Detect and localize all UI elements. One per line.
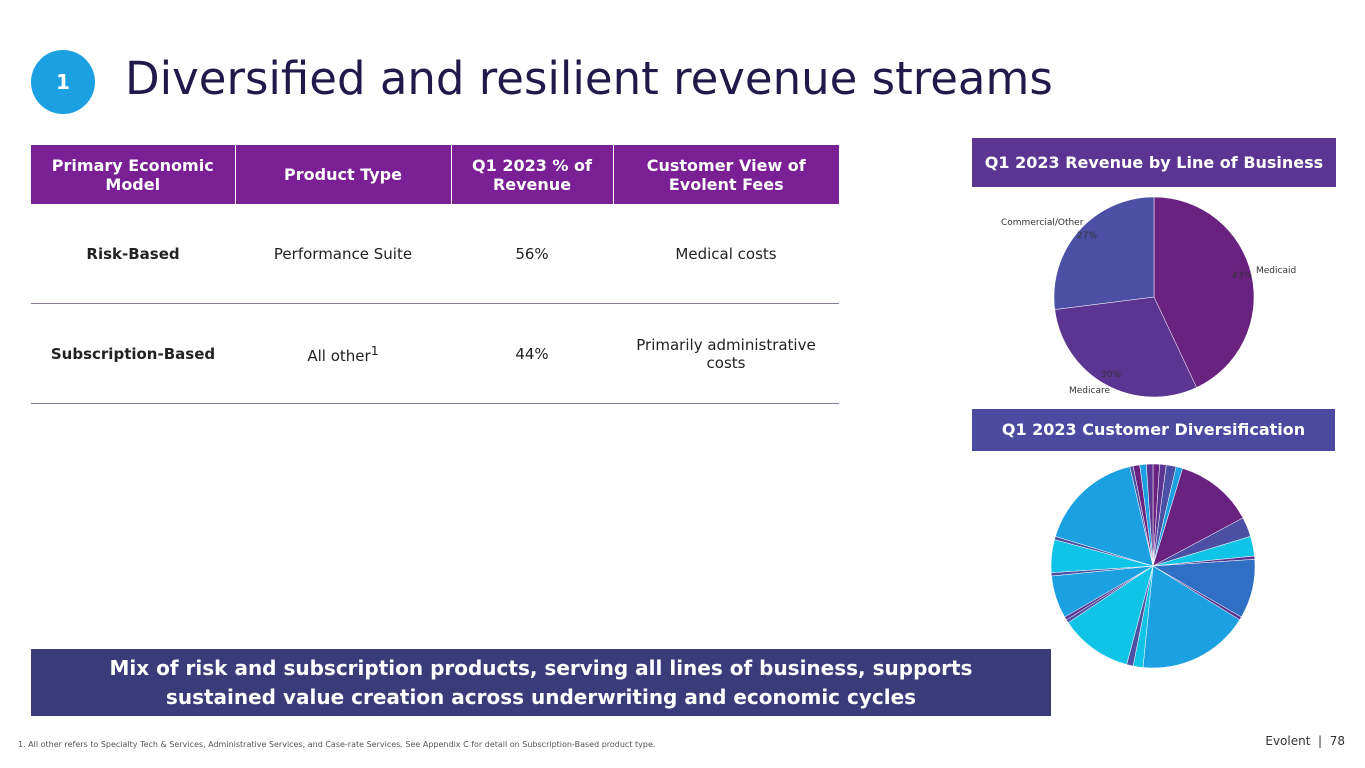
cell: Primarily administrative costs	[613, 303, 839, 404]
pie	[1050, 463, 1256, 669]
pie-slice	[1067, 565, 1154, 665]
value-label: 30%	[1101, 370, 1121, 380]
value-label: 27%	[1077, 231, 1097, 241]
value-label: 43%	[1232, 271, 1252, 281]
chart-title: Q1 2023 Customer Diversification	[972, 409, 1335, 451]
footer: Evolent | 78	[1265, 734, 1345, 748]
pie-slice	[1153, 196, 1255, 388]
category-label: Medicare	[1069, 386, 1110, 396]
callout: Mix of risk and subscription products, s…	[31, 649, 1051, 716]
chart-title: Q1 2023 Revenue by Line of Business	[972, 138, 1336, 187]
cell-text: All other	[307, 346, 371, 365]
category-label: Medicaid	[1256, 266, 1296, 276]
header-cell: Q1 2023 % of Revenue	[451, 145, 614, 204]
pie-slice	[1142, 565, 1240, 669]
cell: 44%	[451, 303, 613, 404]
pie-slice	[1054, 296, 1197, 398]
footnote: 1. All other refers to Specialty Tech & …	[18, 740, 656, 749]
pie-slice	[1055, 466, 1154, 567]
header-cell: Customer View of Evolent Fees	[613, 145, 839, 204]
cell: All other1	[235, 303, 451, 404]
cell: 56%	[451, 204, 613, 304]
category-label: Commercial/Other	[1001, 218, 1084, 228]
pie-slice	[1152, 468, 1244, 567]
superscript: 1	[370, 342, 379, 358]
header-cell: Primary Economic Model	[31, 145, 236, 204]
slide-title: Diversified and resilient revenue stream…	[125, 52, 1053, 105]
pie	[1053, 196, 1255, 398]
callout-line: sustained value creation across underwri…	[165, 684, 917, 709]
badge: 1	[31, 50, 95, 114]
cell: Subscription-Based	[31, 303, 235, 404]
pie-slice	[1053, 196, 1155, 310]
cell: Medical costs	[613, 204, 839, 304]
cell: Risk-Based	[31, 204, 235, 304]
header-cell: Product Type	[235, 145, 452, 204]
callout-line: Mix of risk and subscription products, s…	[109, 655, 973, 680]
pie-slice	[1146, 463, 1154, 567]
cell: Performance Suite	[235, 204, 451, 304]
table: Primary Economic Model Product Type Q1 2…	[31, 145, 839, 404]
